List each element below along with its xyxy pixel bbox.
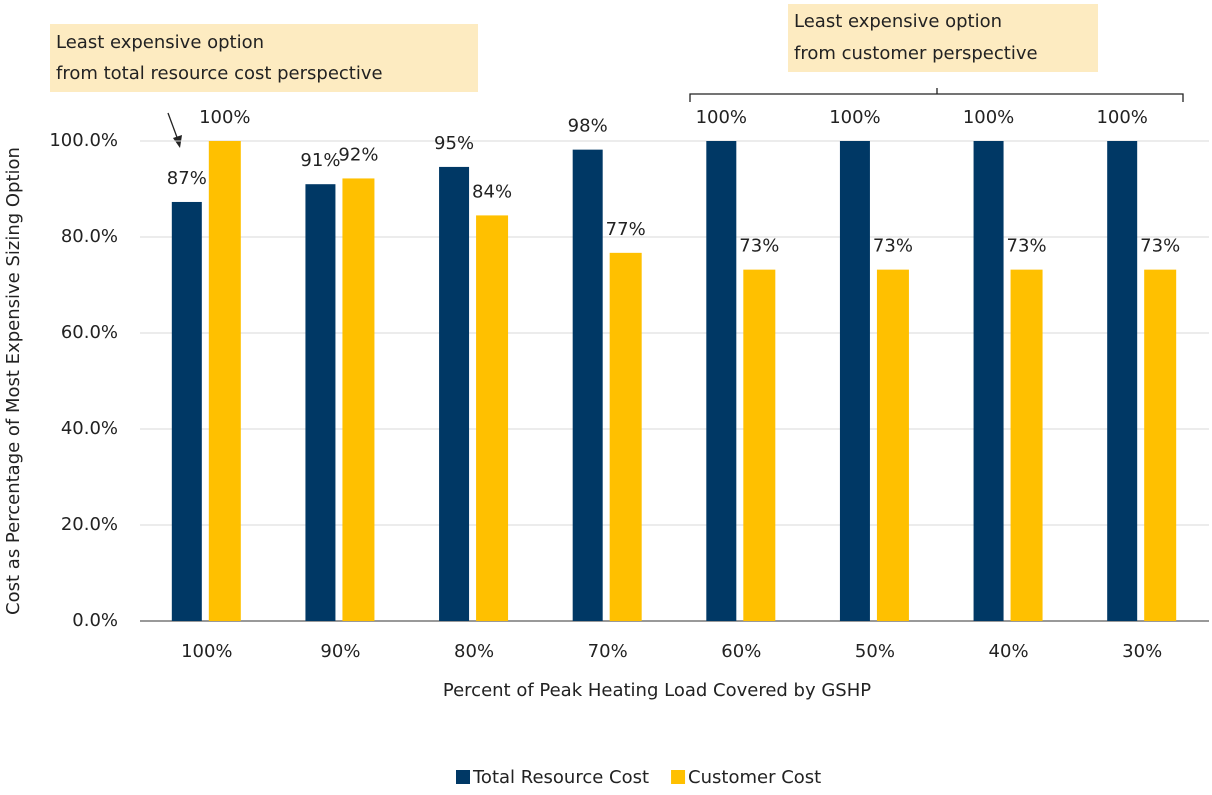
annotation: from customer perspective <box>794 43 1038 64</box>
annotation-box <box>788 4 1098 72</box>
data-label: 73% <box>1007 236 1047 257</box>
y-axis-title: Cost as Percentage of Most Expensive Siz… <box>3 147 24 615</box>
bar <box>342 178 375 621</box>
data-label: 100% <box>1096 107 1147 128</box>
data-label: 100% <box>199 107 250 128</box>
legend-swatch <box>456 770 470 784</box>
y-tick-label: 20.0% <box>61 514 118 535</box>
x-tick-label: 70% <box>588 641 628 662</box>
annotation-box <box>50 24 478 92</box>
x-tick-label: 60% <box>721 641 761 662</box>
data-label: 100% <box>829 107 880 128</box>
data-label: 91% <box>300 150 340 171</box>
data-label: 84% <box>472 181 512 202</box>
annotation: from total resource cost perspective <box>56 63 383 84</box>
data-label: 92% <box>338 144 378 165</box>
x-tick-label: 90% <box>320 641 360 662</box>
data-label: 73% <box>1140 236 1180 257</box>
data-label: 95% <box>434 133 474 154</box>
bar <box>876 269 909 621</box>
legend-label: Total Resource Cost <box>472 767 649 788</box>
arrow <box>167 112 179 141</box>
legend-swatch <box>671 770 686 784</box>
data-label: 98% <box>568 116 608 137</box>
legend: Total Resource Cost Customer Cost <box>456 767 821 788</box>
y-tick-label: 40.0% <box>61 418 118 439</box>
x-tick-label: 50% <box>855 641 895 662</box>
bracket <box>689 88 1184 102</box>
bar <box>439 166 470 622</box>
y-tick-label: 0.0% <box>72 610 118 631</box>
data-label: 100% <box>696 107 747 128</box>
bar <box>572 149 603 621</box>
legend-label: Customer Cost <box>688 767 821 788</box>
bar <box>839 141 870 621</box>
bar <box>706 141 737 621</box>
y-tick-label: 60.0% <box>61 322 118 343</box>
data-label: 77% <box>606 219 646 240</box>
annotation: Least expensive option <box>56 32 264 53</box>
x-tick-label: 100% <box>181 641 232 662</box>
data-label: 73% <box>873 236 913 257</box>
bar <box>1107 141 1138 621</box>
bar <box>171 201 202 621</box>
annotation: Least expensive option <box>794 11 1002 32</box>
x-tick-label: 30% <box>1122 641 1162 662</box>
x-axis-title: Percent of Peak Heating Load Covered by … <box>443 680 871 701</box>
bar <box>305 184 336 621</box>
x-tick-label: 80% <box>454 641 494 662</box>
data-label: 73% <box>739 236 779 257</box>
bar <box>476 215 509 621</box>
bar <box>973 141 1004 621</box>
y-tick-label: 80.0% <box>61 226 118 247</box>
x-tick-label: 40% <box>989 641 1029 662</box>
y-tick-label: 100.0% <box>49 130 118 151</box>
bar <box>609 252 642 621</box>
bar <box>208 141 241 621</box>
data-label: 100% <box>963 107 1014 128</box>
data-label: 87% <box>167 168 207 189</box>
bar <box>743 269 776 621</box>
bar <box>1144 269 1177 621</box>
bar <box>1010 269 1043 621</box>
